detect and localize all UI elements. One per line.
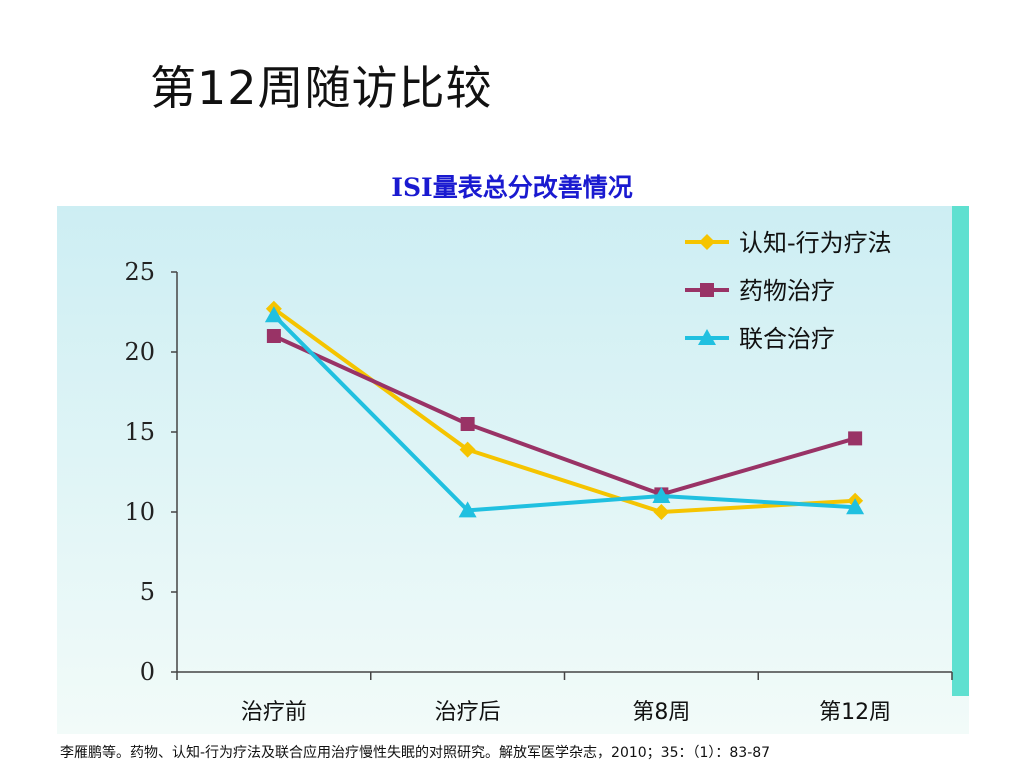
y-tick-label: 5	[140, 578, 155, 606]
citation-text: 李雁鹏等。药物、认知-行为疗法及联合应用治疗慢性失眠的对照研究。解放军医学杂志，…	[60, 745, 771, 761]
legend-marker-2	[700, 283, 714, 297]
x-tick-label: 治疗后	[435, 700, 501, 725]
series-line-3	[272, 313, 856, 513]
y-tick-label: 20	[124, 338, 155, 366]
plot-background	[57, 206, 969, 734]
chart-title: ISI量表总分改善情况	[391, 173, 633, 202]
data-point-series-2	[848, 431, 863, 446]
y-tick-label: 0	[140, 658, 155, 686]
data-point-series-3	[264, 306, 283, 323]
series-line-2	[273, 334, 856, 497]
slide-title: 第12周随访比较	[150, 61, 493, 115]
data-point-series-3	[846, 498, 865, 515]
x-tick-label: 第12周	[819, 700, 891, 725]
legend-marker-3	[698, 329, 716, 345]
legend-label-2: 药物治疗	[739, 277, 835, 305]
x-tick-label: 第8周	[632, 700, 690, 725]
data-point-series-1	[459, 441, 476, 458]
y-tick-label: 10	[124, 498, 155, 526]
data-point-series-1	[653, 504, 670, 520]
data-point-series-3	[458, 501, 477, 518]
chart-area: 0 5 10 15 20 25 治疗前 治疗后 第8周 第12周 认知-行为疗法 药物治疗联合治疗	[57, 206, 969, 734]
legend-label-3: 联合治疗	[739, 325, 835, 353]
data-point-series-3	[652, 487, 671, 503]
y-tick-label: 25	[124, 258, 155, 286]
data-point-series-2	[266, 329, 281, 343]
x-tick-label: 治疗前	[241, 700, 307, 725]
legend-marker-1	[699, 234, 715, 250]
legend-label-1: 认知-行为疗法	[739, 229, 892, 257]
data-point-series-2	[460, 417, 475, 431]
right-edge-strip	[952, 206, 969, 696]
y-tick-label: 15	[124, 418, 155, 446]
